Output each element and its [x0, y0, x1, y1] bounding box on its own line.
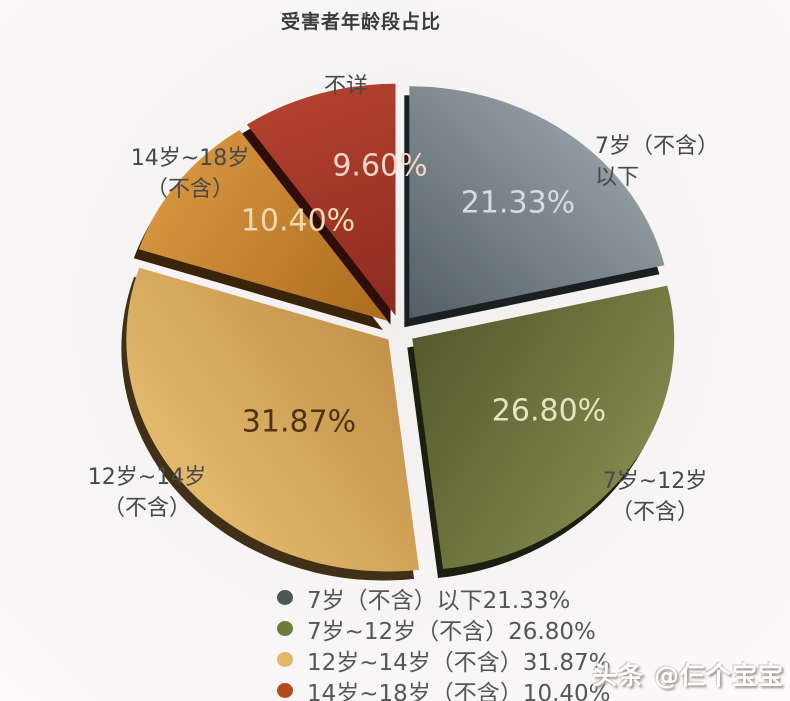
legend-dot — [277, 652, 293, 667]
legend-dot — [277, 590, 293, 605]
pie-percent-label: 26.80% — [492, 394, 606, 429]
legend-label: 14岁~18岁（不含）10.40% — [307, 680, 611, 701]
pie-slice-0 — [409, 86, 665, 319]
pie-slice-2 — [126, 267, 420, 572]
legend-item-0: 7岁（不含）以下21.33% — [277, 582, 611, 614]
pie-percent-label: 9.60% — [332, 149, 427, 184]
pie-outer-label-3: 14岁~18岁 （不含） — [131, 143, 249, 205]
pie-outer-label-line: （不含） — [610, 500, 699, 525]
pie-outer-label-line: 不详 — [323, 74, 369, 99]
pie-outer-label-0: 7岁（不含） 以下 — [595, 131, 719, 193]
pie-outer-label-2: 12岁~14岁 （不含） — [88, 462, 206, 524]
legend: 7岁（不含）以下21.33% 7岁~12岁（不含）26.80% 12岁~14岁（不含… — [277, 582, 611, 701]
chart-title: 受害者年龄段占比 — [281, 11, 442, 33]
pie-outer-label-line: （不含） — [145, 177, 234, 202]
pie-percent-label: 10.40% — [241, 204, 355, 239]
legend-item-1: 7岁~12岁（不含）26.80% — [277, 613, 611, 645]
pie-slice-3 — [138, 130, 388, 321]
pie-outer-label-line: 以下 — [595, 165, 640, 190]
legend-item-2: 12岁~14岁（不含）31.87% — [277, 644, 611, 676]
legend-label: 12岁~14岁（不含）31.87% — [307, 649, 611, 676]
pie-slice-layer — [126, 83, 675, 572]
legend-dot — [277, 621, 293, 636]
legend-label: 7岁~12岁（不含）26.80% — [307, 618, 596, 645]
pie-slice-1 — [412, 285, 675, 569]
watermark: 头条 @仨个宝宝 — [592, 661, 784, 690]
pie-outer-label-line: 12岁~14岁 — [87, 465, 207, 490]
pie-label-layer: 21.33% 26.80% 31.87% 10.40% 9.60% — [241, 149, 606, 440]
pie-percent-label: 31.87% — [242, 405, 356, 440]
pie-slice-4 — [246, 83, 396, 316]
legend-dot — [277, 683, 293, 698]
pie-outer-label-line: 7岁~12岁 — [602, 469, 708, 494]
legend-label: 7岁（不含）以下21.33% — [307, 587, 571, 614]
pie-outer-label-line: 14岁~18岁 — [130, 146, 250, 171]
pie-outer-label-line: 7岁（不含） — [595, 134, 719, 159]
pie-percent-label: 21.33% — [461, 186, 575, 221]
legend-item-3: 14岁~18岁（不含）10.40% — [277, 675, 611, 701]
pie-outer-label-line: （不含） — [102, 496, 191, 521]
pie-outer-label-4: 不详 — [324, 71, 368, 102]
pie-outer-label-1: 7岁~12岁 （不含） — [603, 466, 707, 528]
